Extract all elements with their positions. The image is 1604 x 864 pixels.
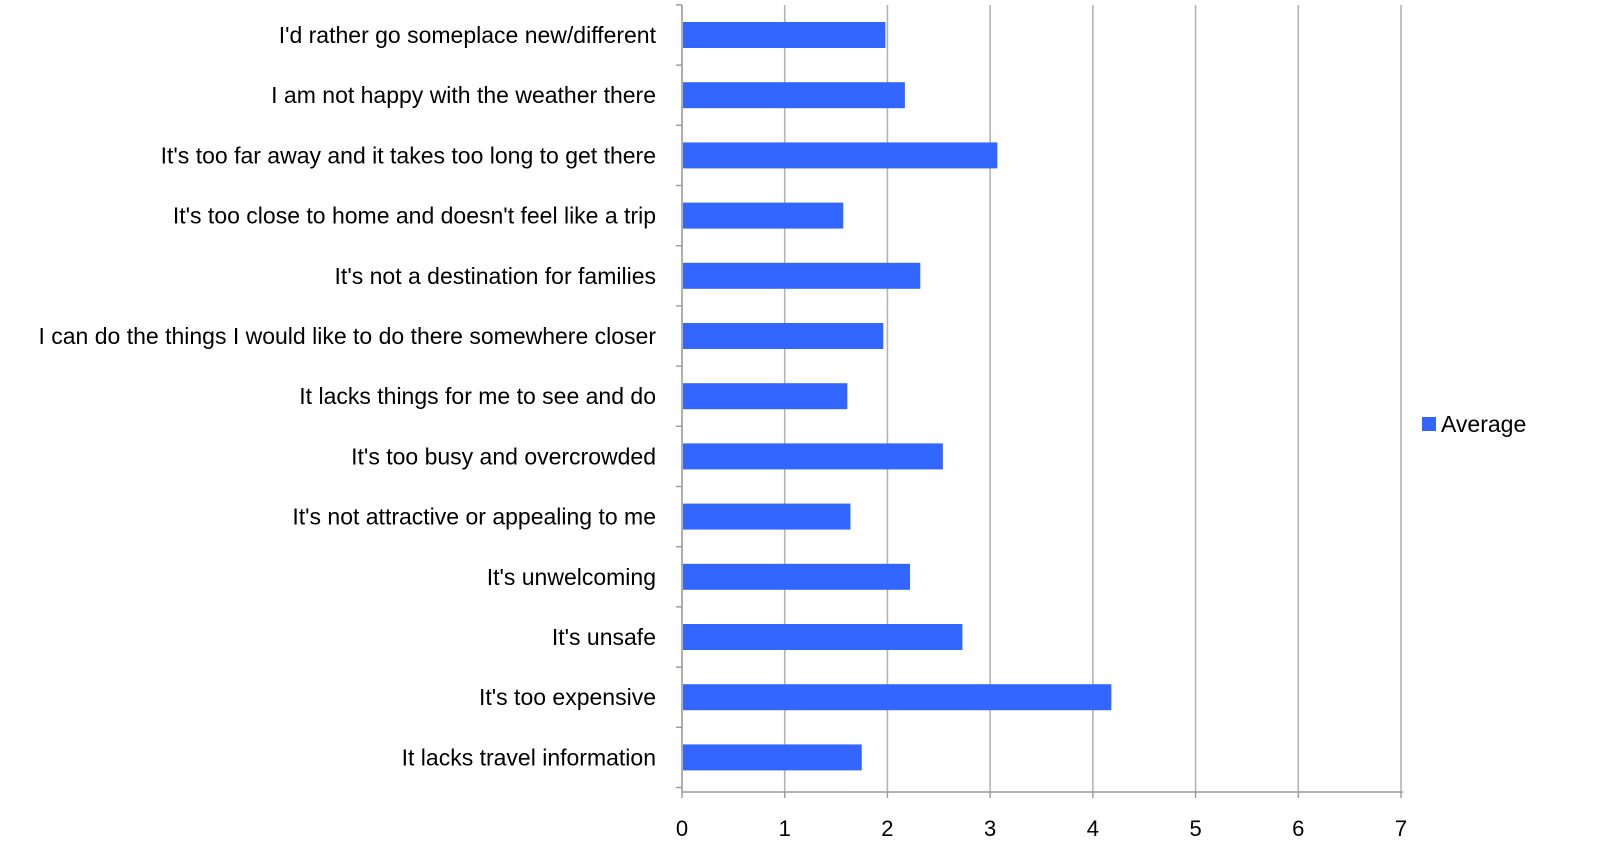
bar xyxy=(683,443,943,470)
category-label: It's unwelcoming xyxy=(487,564,656,590)
bar xyxy=(683,563,911,590)
bar xyxy=(683,383,848,410)
bar xyxy=(683,323,884,349)
legend-label: Average xyxy=(1441,411,1526,437)
bar xyxy=(683,82,905,109)
x-tick-label: 6 xyxy=(1292,816,1304,841)
x-tick-label: 2 xyxy=(881,816,893,841)
bar xyxy=(683,142,998,169)
bar xyxy=(683,684,1112,711)
bar xyxy=(683,624,963,650)
category-label: It's too far away and it takes too long … xyxy=(161,142,656,168)
x-tick-label: 1 xyxy=(779,816,791,841)
x-tick-label: 4 xyxy=(1087,816,1099,841)
category-label: It's too close to home and doesn't feel … xyxy=(173,203,656,229)
bar xyxy=(683,744,862,771)
category-label: It's too busy and overcrowded xyxy=(351,443,656,469)
legend: Average xyxy=(1422,411,1526,437)
bar xyxy=(683,503,851,530)
x-tick-label: 5 xyxy=(1189,816,1201,841)
category-label: I am not happy with the weather there xyxy=(271,82,656,108)
category-label: It's not attractive or appealing to me xyxy=(292,504,656,530)
bar xyxy=(683,202,844,229)
x-tick-label: 3 xyxy=(984,816,996,841)
bar xyxy=(683,262,921,289)
legend-swatch xyxy=(1422,417,1436,431)
category-label: It's not a destination for families xyxy=(335,263,656,289)
bar xyxy=(683,22,886,48)
x-tick-label: 0 xyxy=(676,816,688,841)
category-label: It lacks things for me to see and do xyxy=(299,383,656,409)
category-label: It's unsafe xyxy=(552,624,656,650)
category-label: I'd rather go someplace new/different xyxy=(279,22,657,48)
category-label: I can do the things I would like to do t… xyxy=(38,323,656,349)
category-label: It's too expensive xyxy=(479,684,656,710)
x-tick-label: 7 xyxy=(1395,816,1407,841)
category-label: It lacks travel information xyxy=(402,744,656,770)
